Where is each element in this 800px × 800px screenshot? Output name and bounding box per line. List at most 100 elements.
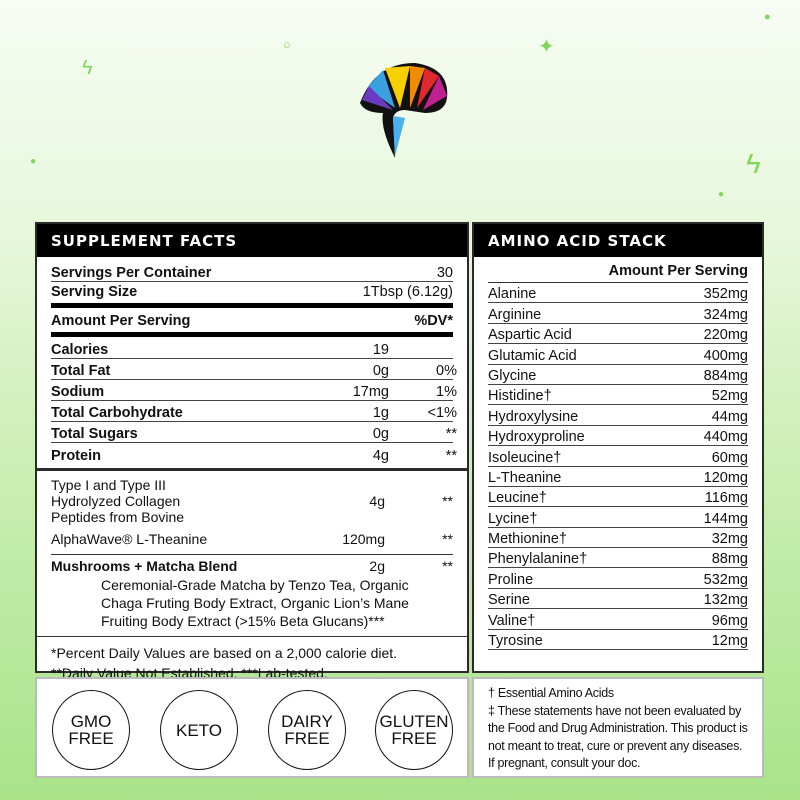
amino-name: Serine	[488, 592, 530, 609]
nutrient-name: Total Carbohydrate	[51, 405, 183, 421]
amino-name: Aspartic Acid	[488, 327, 572, 344]
amino-amount: 144mg	[703, 510, 748, 527]
amino-name: Valine†	[488, 612, 536, 629]
nutrient-name: Calories	[51, 342, 109, 358]
amino-name: Alanine	[488, 286, 537, 303]
sparkle-icon: ✦	[538, 36, 555, 58]
nutrient-amount: 0g	[372, 363, 389, 379]
badge-gluten: GLUTEN FREE	[375, 690, 453, 770]
amino-row: Lycine† 144mg	[488, 507, 748, 528]
label: Servings Per Container	[51, 265, 212, 281]
amino-amount: 440mg	[703, 429, 748, 446]
serving-size-row: Serving Size 1Tbsp (6.12g)	[51, 282, 453, 308]
amino-row: Glycine 884mg	[488, 365, 748, 385]
dot-icon: ●	[718, 189, 725, 200]
amino-row: Hydroxyproline 440mg	[488, 426, 748, 447]
badge-line1: DAIRY	[281, 712, 333, 731]
amino-amount: 96mg	[711, 612, 748, 629]
badge-keto: KETO	[160, 690, 238, 770]
amino-name: Hydroxylysine	[488, 408, 579, 425]
brand-logo	[360, 63, 448, 158]
amount: 120mg	[342, 531, 385, 547]
nutrient-row: Sodium 17mg 1%	[51, 380, 457, 401]
supplement-facts-title: SUPPLEMENT FACTS	[37, 224, 467, 257]
amino-amount: 884mg	[703, 367, 748, 384]
nutrient-amount: 0g	[372, 426, 389, 442]
nutrient-amount: 17mg	[352, 384, 389, 400]
amino-row: Aspartic Acid 220mg	[488, 324, 748, 345]
amino-name: Hydroxyproline	[488, 429, 585, 446]
amino-row: Alanine 352mg	[488, 283, 748, 304]
amino-name: L-Theanine	[488, 469, 562, 486]
nutrient-dv: <1%	[427, 405, 457, 421]
amino-name: Histidine†	[488, 388, 552, 405]
amino-amount: 116mg	[704, 490, 748, 507]
amino-row: Histidine† 52mg	[488, 385, 748, 406]
amino-row: Glutamic Acid 400mg	[488, 344, 748, 365]
amino-amount: 532mg	[703, 571, 748, 588]
nutrient-amount: 4g	[372, 448, 389, 464]
amino-name: Glutamic Acid	[488, 347, 577, 364]
value: 30	[436, 265, 453, 281]
lightning-icon: ϟ	[746, 148, 761, 179]
badge-gmo: GMO FREE	[52, 690, 130, 770]
nutrient-row: Protein 4g **	[51, 443, 457, 464]
badge-line2: FREE	[284, 729, 330, 748]
nutrient-amount: 1g	[372, 405, 389, 421]
disclaimer-panel: † Essential Amino Acids ‡ These statemen…	[472, 677, 764, 778]
nutrient-dv: **	[445, 426, 457, 442]
amino-amount: 88mg	[711, 551, 748, 568]
amino-row: Isoleucine† 60mg	[488, 446, 748, 467]
footnote-dv: *Percent Daily Values are based on a 2,0…	[51, 645, 398, 661]
badge-line2: FREE	[68, 729, 114, 748]
value: 1Tbsp (6.12g)	[362, 284, 453, 300]
dv: **	[442, 558, 453, 574]
fda-statement: ‡ These statements have not been evaluat…	[488, 703, 748, 771]
nutrient-dv: 1%	[436, 384, 457, 400]
dv-header: %DV*	[414, 313, 453, 329]
supplement-facts-panel: SUPPLEMENT FACTS Servings Per Container 3…	[35, 222, 469, 470]
label: Serving Size	[51, 284, 138, 300]
amino-name: Glycine	[488, 367, 537, 384]
amino-amount: 52mg	[711, 388, 748, 405]
amino-name: Lycine†	[488, 510, 538, 527]
amino-row: Proline 532mg	[488, 568, 748, 589]
amino-row: Valine† 96mg	[488, 609, 748, 630]
nutrient-name: Total Fat	[51, 363, 111, 379]
essential-note: † Essential Amino Acids	[488, 686, 614, 700]
amino-amount: 400mg	[703, 347, 748, 364]
amino-amount: 324mg	[703, 306, 748, 323]
amino-amount: 32mg	[711, 531, 748, 548]
amino-acid-panel: AMINO ACID STACK Amount Per Serving Alan…	[472, 222, 764, 673]
badge-line1: KETO	[176, 720, 222, 740]
dv: **	[442, 531, 453, 547]
amino-header: Amount Per Serving	[488, 263, 748, 283]
name: Type I and Type III Hydrolyzed Collagen …	[51, 477, 185, 525]
nutrient-dv: 0%	[436, 363, 457, 379]
amino-row: Arginine 324mg	[488, 303, 748, 324]
dv: **	[442, 493, 453, 509]
amino-row: Phenylalanine† 88mg	[488, 548, 748, 569]
amino-name: Arginine	[488, 306, 542, 323]
amount: 4g	[369, 493, 385, 509]
amino-name: Proline	[488, 571, 534, 588]
circle-icon: ●	[764, 11, 771, 23]
amino-row: Tyrosine 12mg	[488, 630, 748, 651]
ingredients-section: Type I and Type III Hydrolyzed Collagen …	[35, 469, 469, 681]
amino-amount: 352mg	[703, 286, 748, 303]
badge-line1: GMO	[70, 712, 112, 731]
nutrient-name: Protein	[51, 448, 101, 464]
amino-name: Tyrosine	[488, 633, 543, 650]
amino-row: L-Theanine 120mg	[488, 467, 748, 487]
lightning-icon: ϟ	[82, 57, 93, 79]
nutrient-name: Total Sugars	[51, 426, 138, 442]
amino-amount: 12mg	[711, 633, 748, 650]
nutrient-name: Sodium	[51, 384, 105, 400]
amino-amount: 44mg	[711, 408, 748, 425]
amino-name: Leucine†	[488, 490, 547, 507]
name: AlphaWave® L-Theanine	[51, 531, 208, 547]
ingredient-collagen: Type I and Type III Hydrolyzed Collagen …	[51, 477, 453, 525]
amino-amount: 220mg	[703, 327, 748, 344]
amino-row: Serine 132mg	[488, 589, 748, 610]
amino-row: Leucine† 116mg	[488, 487, 748, 508]
